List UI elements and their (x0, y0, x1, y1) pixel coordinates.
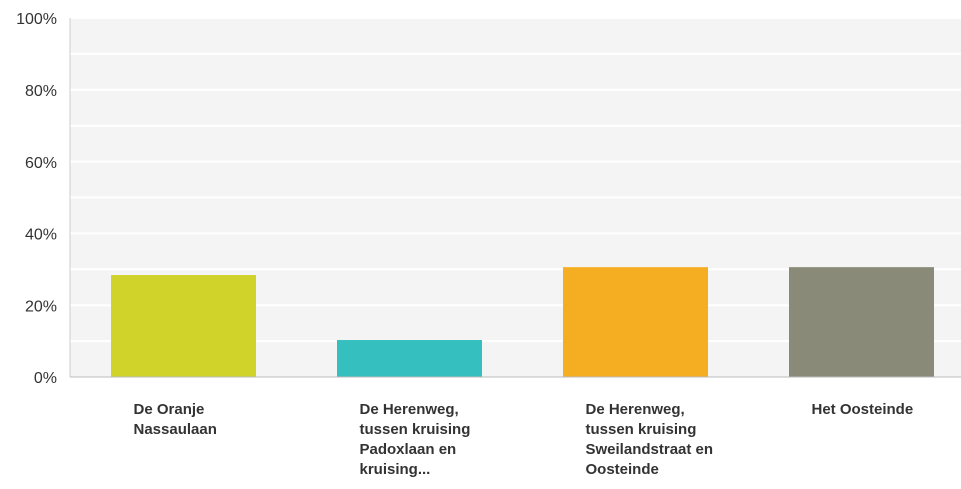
x-tick-label: De Herenweg, tussen kruising Sweilandstr… (585, 401, 714, 478)
y-tick-label: 40% (25, 227, 57, 244)
y-tick-label: 80% (25, 83, 57, 100)
y-tick-label: 60% (25, 155, 57, 172)
y-tick-label: 0% (34, 370, 57, 387)
x-tick-label: Het Oosteinde (811, 401, 914, 418)
y-tick-label: 100% (16, 11, 57, 28)
x-tick-label: De Oranje Nassaulaan (133, 401, 217, 438)
x-tick-label: De Herenweg, tussen kruising Padoxlaan e… (359, 401, 471, 478)
bar (111, 275, 256, 377)
bar (789, 267, 934, 377)
y-tick-label: 20% (25, 298, 57, 315)
bar (337, 340, 482, 377)
bar (563, 267, 708, 377)
